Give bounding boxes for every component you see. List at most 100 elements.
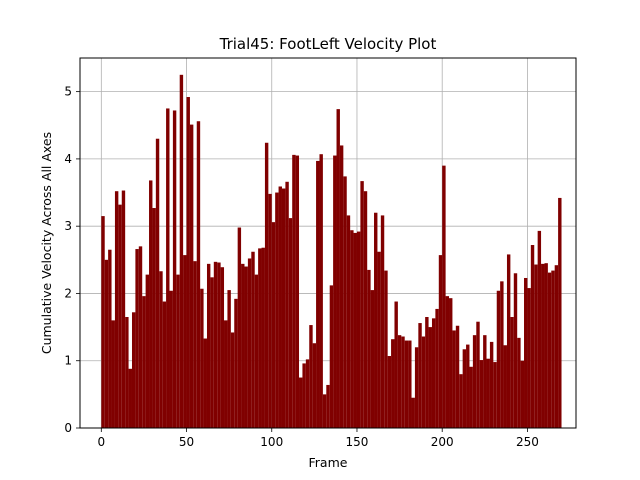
bar bbox=[333, 155, 337, 428]
bar bbox=[220, 267, 225, 428]
bar bbox=[336, 109, 340, 429]
bar bbox=[295, 155, 300, 428]
bar bbox=[200, 288, 204, 428]
plot-frame bbox=[79, 57, 577, 429]
bar bbox=[459, 374, 463, 428]
bar bbox=[101, 216, 105, 428]
bar bbox=[104, 259, 109, 428]
bar bbox=[442, 165, 446, 429]
bar bbox=[377, 251, 381, 428]
bar bbox=[292, 154, 296, 428]
bar bbox=[261, 247, 265, 428]
bar bbox=[254, 274, 259, 428]
bar bbox=[264, 142, 269, 428]
bar bbox=[391, 339, 395, 428]
bar bbox=[421, 336, 426, 428]
bar bbox=[305, 359, 310, 428]
bar bbox=[155, 138, 160, 428]
x-tick-label: 150 bbox=[346, 435, 369, 449]
x-tick-label: 200 bbox=[431, 435, 454, 449]
x-tick-label: 50 bbox=[179, 435, 194, 449]
bar bbox=[159, 271, 163, 428]
bar bbox=[152, 208, 156, 428]
bar bbox=[397, 335, 402, 428]
bar bbox=[213, 261, 218, 428]
bar bbox=[251, 251, 255, 428]
bar bbox=[339, 145, 344, 429]
bar bbox=[384, 270, 388, 428]
bar bbox=[176, 274, 180, 428]
bar bbox=[370, 290, 375, 428]
bar bbox=[353, 232, 357, 428]
x-axis-ticks: 0 50 100 150 200 250 bbox=[97, 428, 539, 449]
bar bbox=[135, 249, 139, 428]
bar bbox=[544, 263, 548, 428]
bar bbox=[183, 255, 187, 428]
bar bbox=[435, 308, 439, 428]
bar bbox=[380, 215, 385, 428]
bar bbox=[506, 254, 511, 428]
bar bbox=[247, 258, 252, 428]
bar bbox=[425, 317, 429, 428]
y-tick-label: 5 bbox=[64, 85, 72, 99]
bar bbox=[186, 97, 190, 428]
bar bbox=[558, 197, 562, 428]
bar bbox=[466, 344, 470, 428]
bar bbox=[131, 312, 136, 428]
bar bbox=[408, 340, 412, 428]
bar bbox=[206, 263, 211, 428]
bar bbox=[404, 340, 409, 428]
bar bbox=[452, 330, 456, 428]
bar bbox=[149, 180, 153, 428]
bar bbox=[445, 296, 450, 428]
bar bbox=[551, 270, 555, 428]
bar bbox=[326, 384, 330, 428]
bar bbox=[476, 321, 480, 428]
bar bbox=[224, 320, 228, 428]
bar bbox=[189, 124, 194, 428]
y-tick-label: 2 bbox=[64, 286, 72, 300]
bar bbox=[111, 320, 115, 428]
bar bbox=[469, 366, 473, 428]
bar bbox=[483, 335, 487, 428]
bar bbox=[428, 327, 432, 428]
bar bbox=[121, 190, 126, 428]
y-axis-label: Cumulative Velocity Across All Axes bbox=[39, 132, 54, 354]
bar bbox=[237, 227, 242, 428]
bar bbox=[486, 358, 490, 428]
bar bbox=[309, 325, 313, 428]
bar bbox=[172, 110, 177, 429]
bar bbox=[217, 262, 221, 428]
bar bbox=[462, 349, 467, 428]
y-tick-label: 3 bbox=[64, 219, 72, 233]
bar bbox=[363, 191, 368, 428]
bar bbox=[322, 394, 327, 428]
bar bbox=[541, 263, 545, 428]
bar bbox=[496, 290, 501, 428]
bar bbox=[346, 215, 351, 428]
bar bbox=[114, 191, 119, 428]
bar bbox=[210, 277, 214, 428]
bar bbox=[500, 281, 504, 428]
bar bbox=[513, 273, 518, 428]
bar bbox=[520, 360, 525, 428]
bar bbox=[414, 347, 419, 428]
bar bbox=[394, 301, 398, 428]
bar bbox=[281, 188, 286, 428]
bar bbox=[316, 160, 320, 428]
bar bbox=[472, 335, 477, 428]
bar bbox=[387, 356, 392, 428]
bar bbox=[108, 249, 112, 428]
bar bbox=[275, 192, 279, 428]
bar bbox=[244, 266, 248, 428]
bar bbox=[288, 218, 293, 428]
bar bbox=[524, 277, 528, 428]
bar bbox=[455, 325, 460, 428]
bar bbox=[299, 377, 303, 428]
y-tick-label: 1 bbox=[64, 354, 72, 368]
x-tick-label: 100 bbox=[260, 435, 283, 449]
bar bbox=[411, 397, 415, 428]
bar bbox=[227, 290, 231, 428]
bar bbox=[418, 323, 422, 428]
